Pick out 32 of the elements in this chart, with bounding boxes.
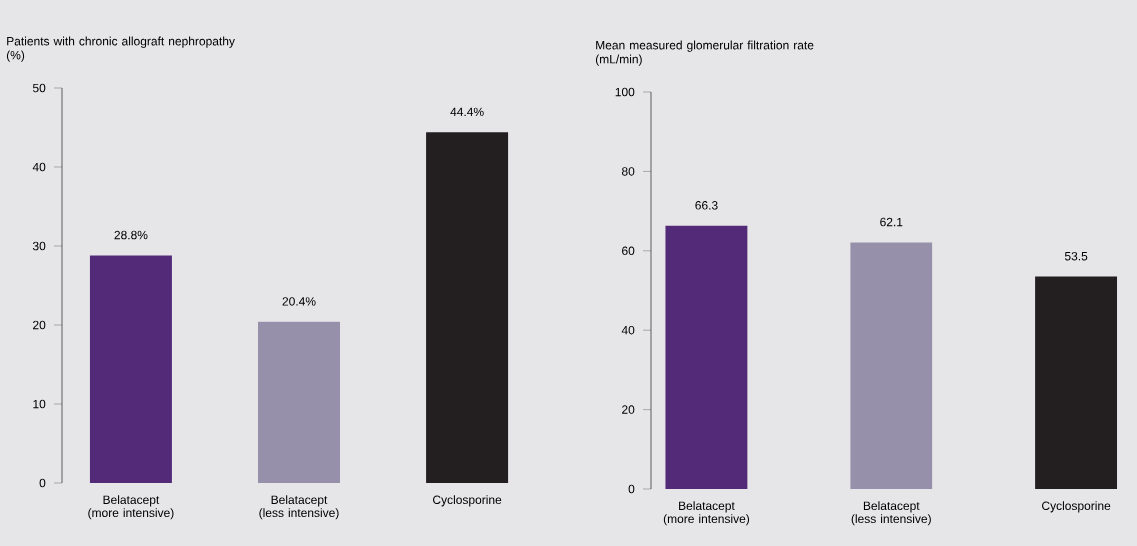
y-tick-label: 0 (39, 478, 46, 488)
x-tick-label: Belatacept (more intensive) (663, 501, 750, 526)
data-label: 66.3 (695, 201, 718, 210)
y-tick-label: 50 (32, 83, 46, 93)
x-tick-label: Cyclosporine (1042, 501, 1111, 513)
y-axis-title: Patients with chronic allograft nephropathy (%) (6, 36, 235, 62)
y-tick-label: 20 (33, 320, 46, 330)
data-label: 44.4% (450, 107, 484, 117)
x-tick-label: Belatacept (more intensive) (88, 495, 174, 520)
y-tick-label: 20 (622, 405, 635, 414)
y-tick-label: 100 (615, 87, 635, 97)
bar (258, 321, 341, 483)
y-axis-title: Mean measured glomerular filtration rate (mL/min) (595, 40, 814, 66)
bar (89, 255, 172, 483)
data-label: 20.4% (282, 297, 316, 306)
y-tick-label: 80 (621, 167, 635, 176)
bar (1035, 276, 1118, 489)
y-tick-label: 10 (33, 399, 46, 409)
x-tick-label: Belatacept (less intensive) (259, 495, 339, 520)
x-tick-label: Belatacept (less intensive) (851, 501, 931, 526)
y-tick-label: 60 (622, 246, 635, 256)
bar (850, 242, 933, 489)
y-tick-label: 40 (32, 162, 46, 172)
y-tick-label: 40 (621, 325, 635, 335)
bar (665, 225, 748, 489)
bar (426, 132, 509, 483)
y-tick-label: 30 (32, 241, 46, 251)
y-tick-label: 0 (628, 484, 635, 494)
data-label: 28.8% (114, 230, 148, 240)
data-label: 53.5 (1064, 251, 1088, 261)
x-tick-label: Cyclosporine (433, 495, 502, 507)
data-label: 62.1 (880, 217, 903, 227)
